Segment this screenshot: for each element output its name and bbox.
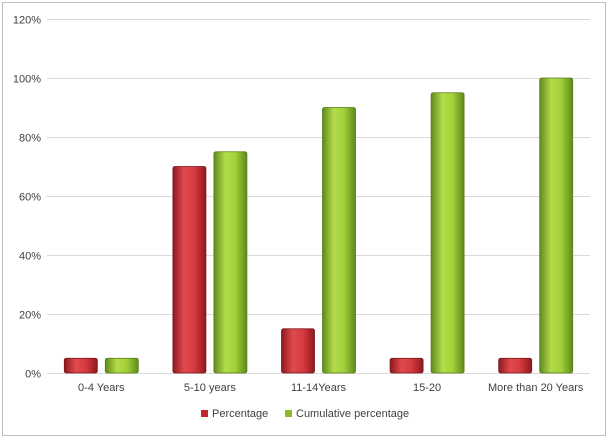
legend-label: Percentage: [212, 408, 268, 420]
gridlines: [47, 19, 590, 374]
legend-label: Cumulative percentage: [296, 408, 409, 420]
legend-swatch: [201, 410, 208, 417]
y-tick-label: 120%: [13, 15, 41, 27]
bar-percentage: [281, 328, 315, 374]
bar-percentage: [498, 357, 533, 374]
bar-cumulative-percentage: [213, 151, 248, 374]
x-tick-label: 11-14Years: [291, 382, 347, 394]
x-tick-label: More than 20 Years: [488, 382, 584, 394]
y-tick-label: 60%: [19, 192, 41, 204]
y-tick-label: 100%: [13, 74, 41, 86]
bar-cumulative-percentage: [104, 357, 139, 374]
y-tick-label: 40%: [19, 251, 41, 263]
legend-swatch: [285, 410, 292, 417]
x-tick-label: 0-4 Years: [78, 382, 125, 394]
y-axis-tick-labels: 0% 20% 40% 60% 80% 100% 120%: [13, 15, 41, 381]
bar-percentage: [63, 357, 98, 374]
bar-percentage: [172, 166, 207, 374]
bars: [63, 77, 574, 374]
y-tick-label: 20%: [19, 310, 41, 322]
legend: Percentage Cumulative percentage: [201, 408, 409, 420]
y-tick-label: 80%: [19, 133, 41, 145]
bar-cumulative-percentage: [430, 92, 465, 374]
x-tick-label: 15-20: [413, 382, 441, 394]
bar-cumulative-percentage: [322, 107, 356, 374]
bar-percentage: [389, 357, 424, 374]
x-axis-tick-labels: 0-4 Years 5-10 years 11-14Years 15-20 More t…: [78, 382, 584, 394]
bar-cumulative-percentage: [539, 77, 574, 374]
x-tick-label: 5-10 years: [184, 382, 236, 394]
y-tick-label: 0%: [25, 369, 41, 381]
